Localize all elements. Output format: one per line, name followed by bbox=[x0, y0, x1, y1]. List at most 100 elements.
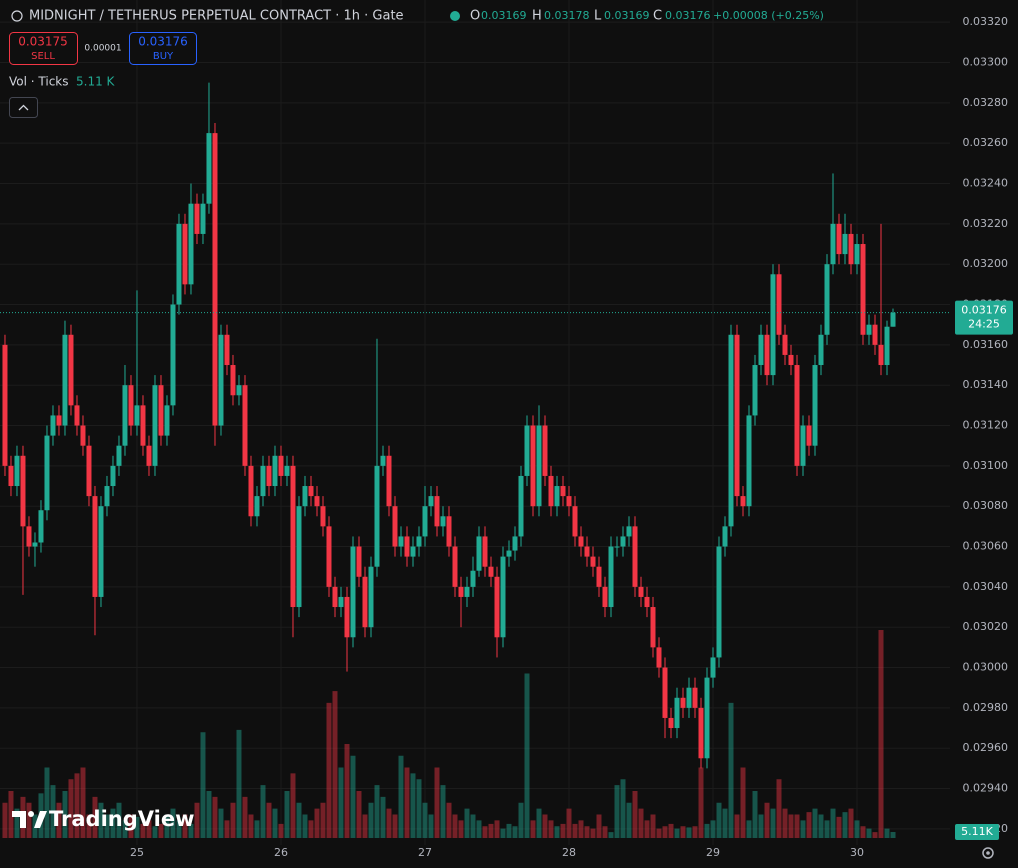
volume-bar bbox=[128, 814, 134, 838]
volume-bar bbox=[188, 823, 194, 838]
volume-bar bbox=[746, 820, 752, 838]
candle-body bbox=[560, 486, 566, 497]
candle-body bbox=[758, 334, 764, 366]
bar-countdown: 24:25 bbox=[968, 318, 1000, 331]
candle-body bbox=[542, 425, 548, 476]
volume-bar bbox=[644, 820, 650, 838]
y-tick-label: 0.03160 bbox=[963, 338, 1009, 351]
collapse-button[interactable] bbox=[9, 97, 38, 118]
volume-bar bbox=[410, 773, 416, 838]
candle-body bbox=[620, 536, 626, 547]
candle-body bbox=[344, 596, 350, 638]
candle-body bbox=[278, 455, 284, 476]
candle-body bbox=[524, 425, 530, 476]
market-status bbox=[450, 11, 460, 21]
candle-body bbox=[644, 596, 650, 608]
volume-bar bbox=[866, 828, 872, 838]
x-tick-label: 30 bbox=[850, 846, 864, 859]
volume-bar bbox=[506, 823, 512, 838]
candle-body bbox=[632, 526, 638, 587]
volume-bar bbox=[512, 826, 518, 838]
y-tick-label: 0.03140 bbox=[963, 378, 1009, 391]
candle-body bbox=[248, 465, 254, 517]
candle-body bbox=[446, 516, 452, 547]
candle-body bbox=[674, 697, 680, 729]
volume-bar bbox=[194, 802, 200, 838]
volume-bar bbox=[860, 826, 866, 838]
volume-bar bbox=[56, 802, 62, 838]
candle-body bbox=[374, 465, 380, 567]
candle-body bbox=[368, 566, 374, 628]
candle-body bbox=[308, 486, 314, 497]
close-value: 0.03176 bbox=[665, 9, 711, 22]
candle-body bbox=[50, 415, 56, 436]
volume-bar bbox=[638, 808, 644, 838]
candle-body bbox=[260, 465, 266, 497]
volume-bar bbox=[260, 785, 266, 838]
volume-bar bbox=[50, 785, 56, 838]
candle-body bbox=[890, 312, 896, 327]
candle-body bbox=[452, 546, 458, 587]
volume-bar bbox=[878, 630, 884, 838]
candle-body bbox=[668, 717, 674, 729]
candle-body bbox=[266, 465, 272, 487]
settings-icon[interactable] bbox=[982, 847, 994, 859]
volume-bar bbox=[458, 820, 464, 838]
candle-body bbox=[404, 536, 410, 557]
volume-bar bbox=[542, 814, 548, 838]
candle-body bbox=[512, 536, 518, 551]
volume-bar bbox=[560, 823, 566, 838]
volume-bar bbox=[224, 820, 230, 838]
volume-bar bbox=[758, 814, 764, 838]
candle-body bbox=[290, 465, 296, 608]
volume-bar bbox=[548, 820, 554, 838]
candle-body bbox=[92, 496, 98, 597]
candle-body bbox=[656, 647, 662, 668]
volume-bar bbox=[752, 790, 758, 838]
y-tick-label: 0.03120 bbox=[963, 419, 1009, 432]
sell-button[interactable] bbox=[9, 32, 78, 65]
candle-body bbox=[128, 385, 134, 426]
volume-bar bbox=[68, 779, 74, 838]
volume-bar bbox=[266, 802, 272, 838]
open-label: O bbox=[470, 9, 480, 24]
candle-body bbox=[116, 445, 122, 466]
volume-bar bbox=[314, 808, 320, 838]
volume-bar bbox=[842, 812, 848, 838]
symbol-title[interactable]: MIDNIGHT / TETHERUS PERPETUAL CONTRACT ·… bbox=[29, 9, 404, 24]
candle-body bbox=[140, 405, 146, 446]
current-price-badge bbox=[955, 300, 1013, 335]
y-tick-label: 0.03320 bbox=[963, 15, 1009, 28]
candle-body bbox=[494, 576, 500, 638]
candle-body bbox=[74, 405, 80, 426]
volume-bar bbox=[554, 826, 560, 838]
candle-body bbox=[602, 586, 608, 608]
volume-bar bbox=[332, 691, 338, 838]
candle-body bbox=[164, 405, 170, 436]
volume-bar bbox=[632, 790, 638, 838]
volume-bar bbox=[884, 828, 890, 838]
candle-body bbox=[254, 496, 260, 517]
buy-button[interactable] bbox=[129, 32, 197, 65]
candle-body bbox=[818, 334, 824, 366]
candle-body bbox=[740, 496, 746, 507]
candle-body bbox=[320, 506, 326, 527]
volume-bar bbox=[122, 820, 128, 838]
candle-body bbox=[206, 133, 212, 204]
x-tick-label: 25 bbox=[130, 846, 144, 859]
candle-body bbox=[332, 586, 338, 608]
candle-body bbox=[434, 496, 440, 527]
volume-indicator-title[interactable]: Vol · Ticks bbox=[9, 75, 69, 89]
candle-body bbox=[806, 425, 812, 446]
candle-body bbox=[686, 687, 692, 708]
volume-bar bbox=[818, 814, 824, 838]
x-tick-label: 28 bbox=[562, 846, 576, 859]
volume-bar bbox=[584, 826, 590, 838]
watermark-text: TradingView bbox=[49, 807, 194, 831]
volume-bar bbox=[368, 802, 374, 838]
volume-bar bbox=[452, 814, 458, 838]
volume-bar bbox=[698, 767, 704, 838]
candle-body bbox=[182, 223, 188, 285]
volume-bar bbox=[92, 796, 98, 838]
volume-bar bbox=[482, 826, 488, 838]
